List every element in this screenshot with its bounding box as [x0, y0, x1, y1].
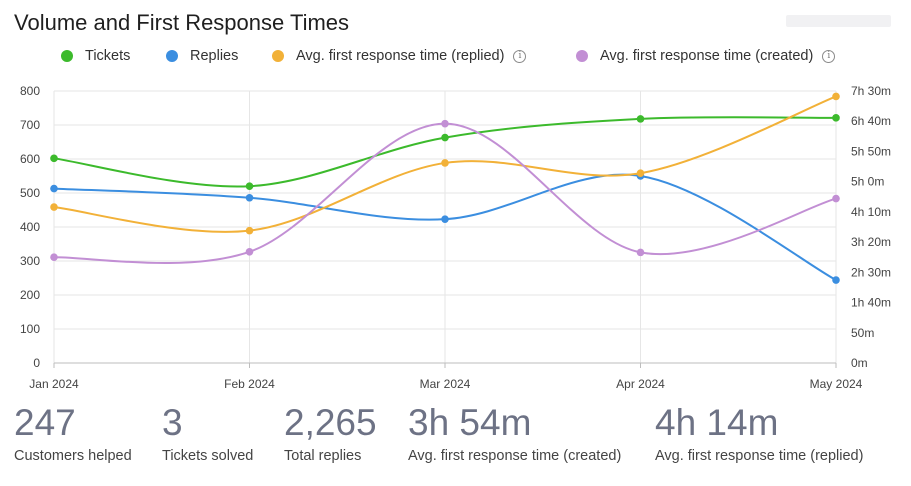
y-right-tick-label: 6h 40m	[851, 114, 891, 128]
info-icon[interactable]: i	[513, 49, 527, 63]
data-point-tickets	[245, 182, 254, 190]
x-tick-label: Apr 2024	[616, 377, 665, 391]
legend-item-replies[interactable]: Replies	[166, 48, 238, 64]
y-left-tick-label: 800	[20, 84, 40, 98]
data-point-tickets	[50, 154, 58, 163]
y-left-tick-label: 300	[20, 254, 40, 268]
stat-total-replies: 2,265 Total replies	[284, 402, 377, 465]
y-left-tick-label: 100	[20, 322, 40, 336]
y-right-tick-label: 7h 30m	[851, 84, 891, 98]
y-left-tick-label: 600	[20, 152, 40, 166]
x-tick-label: Jan 2024	[29, 377, 79, 391]
y-left-tick-label: 500	[20, 186, 40, 200]
y-right-tick-label: 5h 0m	[851, 175, 884, 189]
volume-response-chart: 0 100 200 300 400 500 600 700 800 0m 50m 1h 40m 2h 3…	[20, 84, 891, 391]
x-tick-label: May 2024	[810, 377, 863, 391]
stat-label: Total replies	[284, 448, 362, 464]
legend-marker	[61, 50, 73, 62]
legend-label: Avg. first response time (replied)	[296, 48, 505, 64]
legend-label: Tickets	[85, 48, 131, 64]
data-point-replies	[50, 184, 58, 193]
stat-label: Customers helped	[14, 448, 132, 464]
y-left-tick-label: 0	[33, 356, 40, 370]
page-title: Volume and First Response Times	[14, 10, 350, 35]
stat-label: Avg. first response time (replied)	[655, 448, 864, 464]
legend-marker	[166, 50, 178, 62]
info-icon[interactable]: i	[822, 49, 836, 63]
stat-label: Tickets solved	[162, 448, 254, 464]
data-point-avg-first-response-time-created	[245, 247, 254, 256]
data-point-avg-first-response-time-replied	[636, 169, 645, 178]
data-point-replies	[441, 215, 449, 223]
legend-label: Replies	[190, 48, 239, 64]
stat-value: 2,265	[284, 402, 377, 443]
y-right-tick-label: 3h 20m	[851, 235, 891, 249]
data-point-tickets	[636, 115, 645, 123]
data-point-tickets	[832, 114, 840, 122]
y-right-tick-label: 2h 30m	[851, 265, 891, 279]
y-right-tick-label: 5h 50m	[851, 144, 891, 158]
y-right-tick-label: 1h 40m	[851, 296, 891, 310]
data-point-avg-first-response-time-created	[50, 253, 58, 262]
legend-item-tickets[interactable]: Tickets	[61, 48, 130, 64]
y-left-tick-label: 400	[20, 220, 40, 234]
data-point-avg-first-response-time-replied	[245, 226, 254, 235]
stat-value: 247	[14, 402, 76, 443]
stat-customers-helped: 247 Customers helped	[14, 402, 132, 465]
stat-avg-replied: 4h 14m Avg. first response time (replied…	[655, 402, 864, 465]
x-tick-label: Feb 2024	[224, 377, 275, 391]
data-point-avg-first-response-time-created	[832, 194, 840, 203]
legend-item-avg-created[interactable]: Avg. first response time (created) i	[576, 48, 836, 64]
stat-avg-created: 3h 54m Avg. first response time (created…	[408, 402, 622, 465]
data-point-avg-first-response-time-created	[441, 119, 449, 128]
stat-value: 3	[162, 402, 183, 443]
data-point-replies	[245, 193, 254, 202]
legend-label: Avg. first response time (created)	[600, 48, 814, 64]
stat-value: 3h 54m	[408, 402, 532, 443]
data-point-avg-first-response-time-replied	[832, 92, 840, 101]
legend-marker	[576, 50, 588, 62]
data-point-avg-first-response-time-created	[636, 248, 645, 257]
y-right-tick-label: 4h 10m	[851, 205, 891, 219]
legend-item-avg-replied[interactable]: Avg. first response time (replied) i	[272, 48, 527, 64]
legend-marker	[272, 50, 284, 62]
data-point-tickets	[441, 133, 449, 142]
x-tick-label: Mar 2024	[420, 377, 471, 391]
y-left-tick-label: 200	[20, 288, 40, 302]
data-point-avg-first-response-time-replied	[50, 203, 58, 211]
stat-tickets-solved: 3 Tickets solved	[162, 402, 254, 465]
stat-label: Avg. first response time (created)	[408, 448, 622, 464]
data-point-avg-first-response-time-replied	[441, 159, 449, 167]
y-left-tick-label: 700	[20, 118, 40, 132]
redacted-area	[786, 15, 891, 27]
y-right-tick-label: 0m	[851, 356, 868, 370]
data-point-replies	[832, 276, 840, 284]
stat-value: 4h 14m	[655, 402, 779, 443]
y-right-tick-label: 50m	[851, 326, 874, 340]
